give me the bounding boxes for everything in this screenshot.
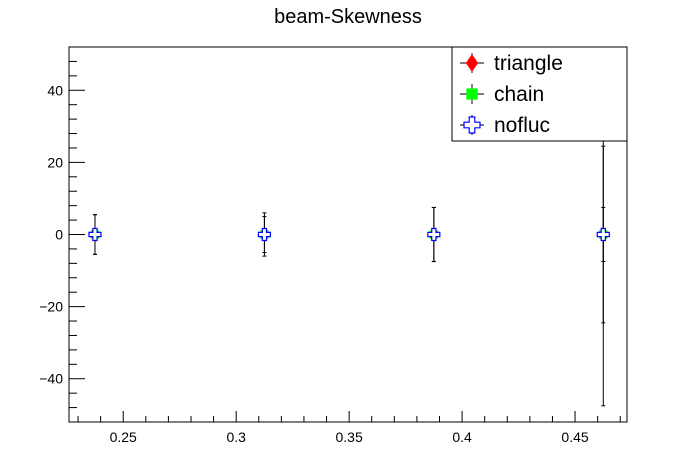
y-tick-label: −40 bbox=[39, 371, 63, 387]
x-tick-label: 0.3 bbox=[226, 429, 246, 445]
markers-nofluc bbox=[88, 227, 610, 242]
x-axis: 0.25 0.3 0.35 0.4 0.45 bbox=[77, 411, 621, 445]
series-triangle bbox=[92, 145, 606, 324]
legend: triangle chain nofluc bbox=[451, 46, 628, 142]
y-tick-label: −20 bbox=[39, 299, 63, 315]
legend-marker-nofluc bbox=[463, 116, 481, 134]
legend-label-triangle: triangle bbox=[494, 52, 563, 75]
markers-chain bbox=[90, 230, 608, 239]
chart-title: beam-Skewness bbox=[274, 6, 422, 28]
y-axis: −40 −20 0 20 40 bbox=[39, 46, 85, 423]
y-tick-label: 40 bbox=[47, 82, 63, 98]
y-tick-label: 0 bbox=[55, 227, 63, 243]
x-tick-label: 0.4 bbox=[452, 429, 472, 445]
x-tick-label: 0.35 bbox=[336, 429, 363, 445]
y-tick-label: 20 bbox=[47, 154, 63, 170]
x-tick-label: 0.25 bbox=[110, 429, 137, 445]
data-point bbox=[257, 227, 272, 242]
legend-label-chain: chain bbox=[494, 83, 544, 106]
data-point bbox=[88, 227, 102, 242]
markers-triangle bbox=[90, 227, 609, 242]
legend-label-nofluc: nofluc bbox=[494, 114, 550, 137]
legend-marker-chain bbox=[466, 88, 478, 100]
data-point bbox=[596, 227, 610, 242]
x-tick-label: 0.45 bbox=[561, 429, 588, 445]
series-nofluc bbox=[92, 206, 606, 263]
data-point bbox=[427, 227, 441, 242]
legend-marker-triangle bbox=[465, 54, 479, 72]
